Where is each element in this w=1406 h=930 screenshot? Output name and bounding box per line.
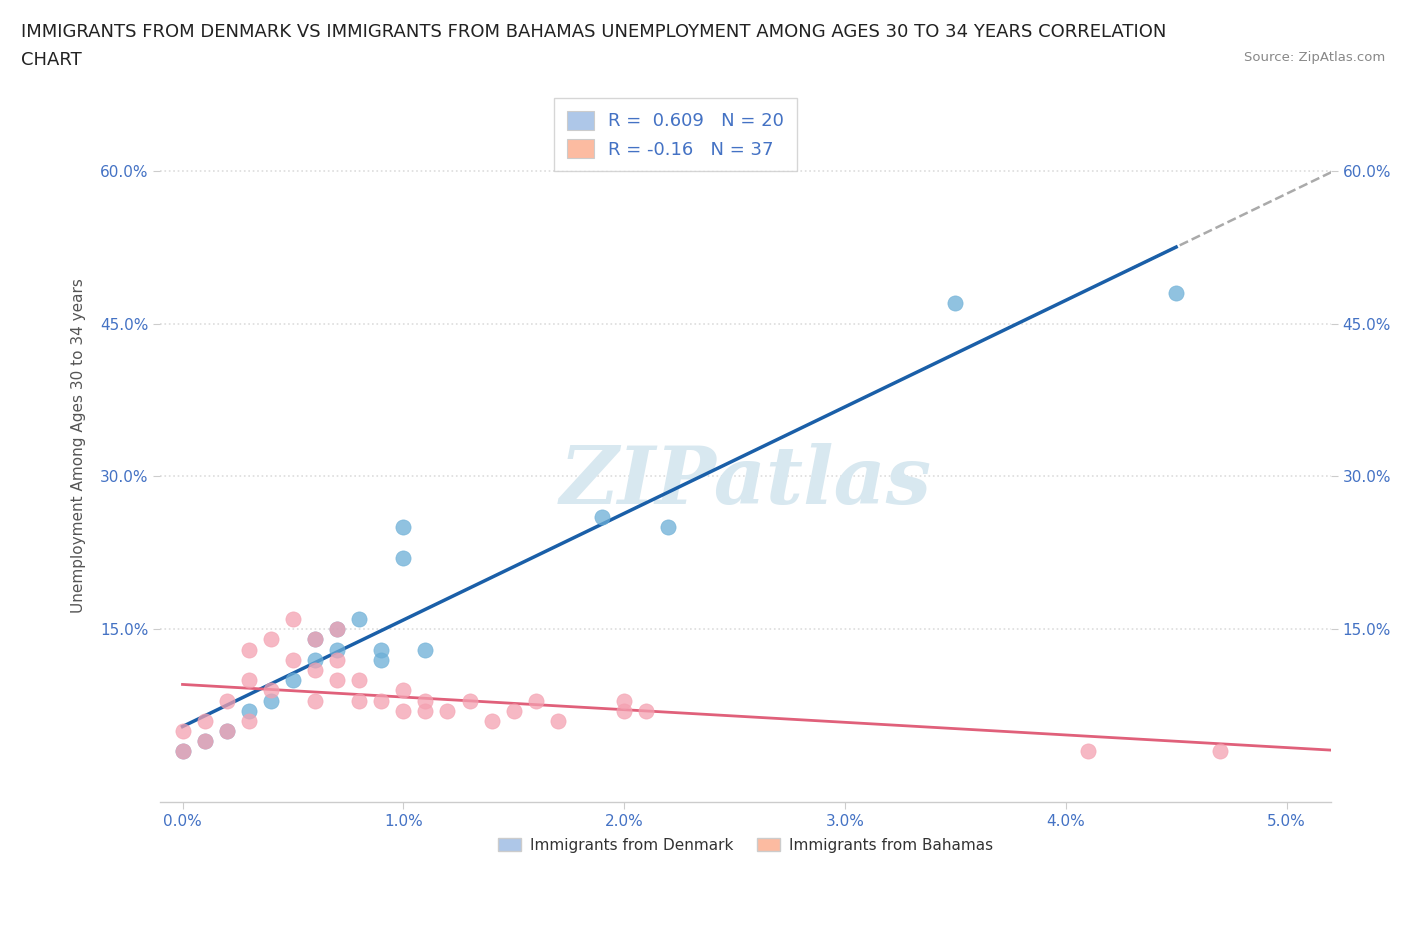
Point — [194, 713, 217, 728]
Point — [370, 652, 392, 667]
Point — [238, 713, 260, 728]
Point — [172, 744, 194, 759]
Point — [943, 296, 966, 311]
Point — [657, 520, 679, 535]
Point — [172, 724, 194, 738]
Point — [304, 662, 326, 677]
Point — [415, 693, 437, 708]
Point — [326, 622, 349, 637]
Point — [347, 612, 370, 627]
Point — [194, 734, 217, 749]
Point — [502, 703, 524, 718]
Point — [591, 510, 613, 525]
Point — [1166, 286, 1188, 300]
Point — [613, 703, 636, 718]
Point — [260, 683, 283, 698]
Point — [415, 643, 437, 658]
Point — [392, 520, 415, 535]
Text: Source: ZipAtlas.com: Source: ZipAtlas.com — [1244, 51, 1385, 64]
Text: IMMIGRANTS FROM DENMARK VS IMMIGRANTS FROM BAHAMAS UNEMPLOYMENT AMONG AGES 30 TO: IMMIGRANTS FROM DENMARK VS IMMIGRANTS FR… — [21, 23, 1167, 41]
Text: CHART: CHART — [21, 51, 82, 69]
Point — [524, 693, 547, 708]
Point — [326, 652, 349, 667]
Text: ZIPatlas: ZIPatlas — [560, 443, 932, 520]
Point — [481, 713, 503, 728]
Point — [260, 693, 283, 708]
Point — [215, 693, 238, 708]
Y-axis label: Unemployment Among Ages 30 to 34 years: Unemployment Among Ages 30 to 34 years — [72, 278, 86, 613]
Point — [392, 551, 415, 565]
Point — [436, 703, 458, 718]
Point — [304, 693, 326, 708]
Point — [392, 683, 415, 698]
Point — [636, 703, 658, 718]
Point — [304, 632, 326, 647]
Legend: Immigrants from Denmark, Immigrants from Bahamas: Immigrants from Denmark, Immigrants from… — [492, 831, 1000, 859]
Point — [326, 643, 349, 658]
Point — [326, 672, 349, 687]
Point — [238, 672, 260, 687]
Point — [613, 693, 636, 708]
Point — [326, 622, 349, 637]
Point — [304, 652, 326, 667]
Point — [238, 703, 260, 718]
Point — [1077, 744, 1099, 759]
Point — [281, 612, 304, 627]
Point — [215, 724, 238, 738]
Point — [415, 703, 437, 718]
Point — [547, 713, 569, 728]
Point — [347, 672, 370, 687]
Point — [1209, 744, 1232, 759]
Point — [172, 744, 194, 759]
Point — [458, 693, 481, 708]
Point — [194, 734, 217, 749]
Point — [238, 643, 260, 658]
Point — [347, 693, 370, 708]
Point — [281, 652, 304, 667]
Point — [215, 724, 238, 738]
Point — [370, 693, 392, 708]
Point — [260, 632, 283, 647]
Point — [370, 643, 392, 658]
Point — [304, 632, 326, 647]
Point — [392, 703, 415, 718]
Point — [281, 672, 304, 687]
